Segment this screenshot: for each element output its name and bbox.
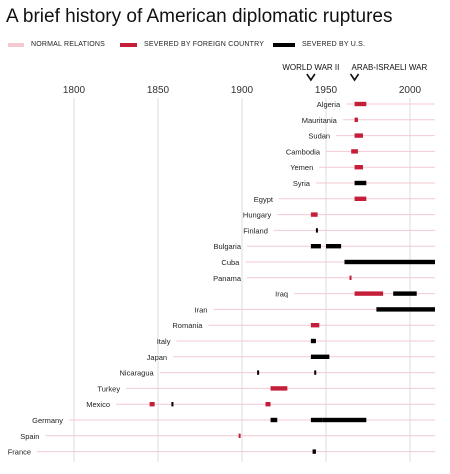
rupture-bar-sudan-0 (354, 133, 363, 138)
x-tick-label-1950: 1950 (315, 85, 338, 96)
rupture-bar-mexico-2 (265, 402, 271, 407)
country-label-syria: Syria (293, 179, 311, 188)
legend-foreign-swatch (120, 42, 137, 47)
rupture-bar-cambodia-0 (351, 149, 358, 154)
rupture-bar-hungary-0 (310, 212, 318, 217)
legend-foreign-label: SEVERED BY FOREIGN COUNTRY (144, 41, 265, 48)
x-tick-label-1850: 1850 (147, 85, 170, 96)
country-label-nicaragua: Nicaragua (119, 369, 154, 378)
country-label-hungary: Hungary (243, 211, 272, 220)
rupture-bar-nicaragua-1 (314, 370, 317, 375)
country-label-yemen: Yemen (290, 163, 313, 172)
rupture-bar-turkey-0 (270, 386, 288, 391)
rupture-bar-germany-0 (270, 417, 278, 423)
rupture-bar-syria-0 (354, 180, 367, 186)
country-label-iran: Iran (195, 305, 208, 314)
legend-severed-foreign: SEVERED BY FOREIGN COUNTRY (120, 41, 264, 48)
rupture-bar-italy-0 (310, 338, 316, 344)
country-label-finland: Finland (243, 226, 268, 235)
rupture-bar-finland-0 (315, 228, 318, 233)
country-label-cuba: Cuba (221, 258, 240, 267)
legend-normal-label: NORMAL RELATIONS (31, 41, 105, 48)
rupture-bar-algeria-0 (354, 101, 367, 107)
rupture-bar-iraq-1 (393, 291, 417, 296)
event-marker-1 (349, 73, 360, 82)
legend-normal-swatch (8, 42, 24, 47)
event-marker-0 (306, 73, 316, 82)
rupture-bar-bulgaria-0 (310, 244, 321, 249)
chart-title: A brief history of American diplomatic r… (6, 6, 393, 27)
legend-severed-us: SEVERED BY U.S. (273, 41, 365, 48)
country-label-bulgaria: Bulgaria (214, 242, 242, 251)
country-label-panama: Panama (213, 274, 242, 283)
rupture-bar-bulgaria-1 (326, 244, 342, 249)
rupture-bar-france-0 (312, 449, 316, 454)
rupture-bar-nicaragua-0 (257, 370, 260, 375)
rupture-bar-iraq-0 (354, 291, 384, 296)
country-label-turkey: Turkey (97, 384, 120, 393)
country-label-iraq: Iraq (275, 290, 288, 299)
country-label-egypt: Egypt (254, 195, 274, 204)
rupture-bar-romania-0 (310, 323, 320, 328)
country-label-germany: Germany (32, 416, 63, 425)
rupture-bar-germany-1 (310, 417, 323, 423)
country-label-sudan: Sudan (308, 132, 330, 141)
country-label-algeria: Algeria (317, 100, 341, 109)
x-tick-label-1800: 1800 (63, 85, 86, 96)
x-tick-label-1900: 1900 (231, 85, 254, 96)
country-label-mauritania: Mauritania (302, 116, 338, 125)
country-label-spain: Spain (20, 432, 39, 441)
country-label-cambodia: Cambodia (286, 147, 321, 156)
rupture-bar-spain-0 (238, 433, 241, 438)
country-label-japan: Japan (147, 353, 167, 362)
country-label-france: France (8, 448, 31, 457)
country-label-romania: Romania (172, 321, 203, 330)
rupture-bar-yemen-0 (354, 165, 363, 170)
rupture-bar-panama-0 (349, 275, 352, 280)
rupture-bar-japan-0 (310, 354, 330, 359)
event-label-1: ARAB-ISRAELI WAR (352, 63, 428, 72)
rupture-bar-egypt-0 (354, 196, 367, 201)
country-label-mexico: Mexico (86, 400, 110, 409)
rupture-bar-cuba-0 (344, 259, 435, 265)
x-tick-label-2000: 2000 (399, 85, 422, 96)
rupture-bar-mauritania-0 (354, 117, 358, 122)
country-label-italy: Italy (157, 337, 171, 346)
legend-normal-relations: NORMAL RELATIONS (8, 41, 105, 48)
rupture-bar-germany-2 (322, 417, 367, 423)
legend-us-swatch (273, 42, 295, 47)
rupture-bar-iran-0 (376, 307, 435, 312)
rupture-bar-mexico-1 (171, 402, 174, 407)
event-label-0: WORLD WAR II (282, 63, 339, 72)
rupture-bar-mexico-0 (149, 402, 155, 407)
legend-us-label: SEVERED BY U.S. (302, 41, 366, 48)
